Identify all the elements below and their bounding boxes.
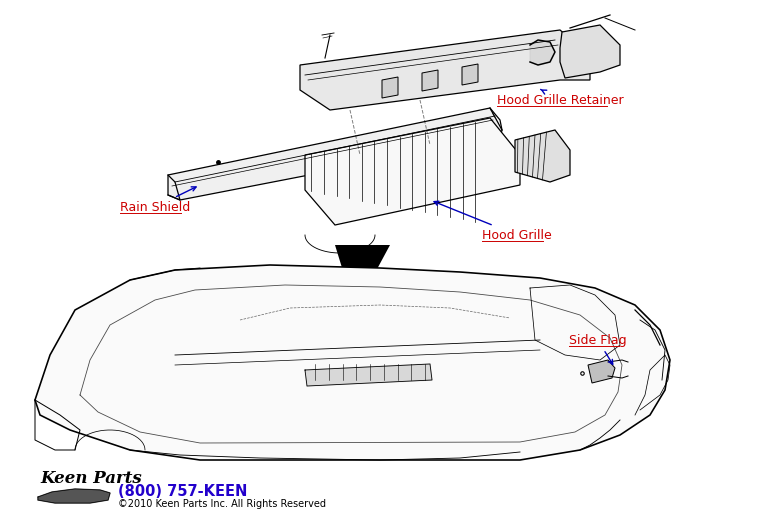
Text: Hood Grille Retainer: Hood Grille Retainer [497, 90, 624, 107]
Polygon shape [560, 25, 620, 78]
Polygon shape [462, 64, 478, 85]
Polygon shape [35, 265, 670, 460]
Text: ©2010 Keen Parts Inc. All Rights Reserved: ©2010 Keen Parts Inc. All Rights Reserve… [118, 499, 326, 509]
Polygon shape [305, 118, 520, 225]
Polygon shape [588, 360, 615, 383]
Text: Hood Grille: Hood Grille [434, 201, 552, 241]
Polygon shape [530, 40, 555, 65]
Text: Keen Parts: Keen Parts [40, 470, 142, 487]
Text: (800) 757-KEEN: (800) 757-KEEN [118, 484, 247, 499]
Text: Side Flag: Side Flag [569, 334, 627, 364]
Polygon shape [300, 30, 590, 110]
Polygon shape [305, 364, 432, 386]
Polygon shape [515, 130, 570, 182]
Polygon shape [422, 70, 438, 91]
Polygon shape [38, 489, 110, 503]
Polygon shape [335, 245, 390, 310]
Polygon shape [168, 108, 502, 200]
Text: Rain Shield: Rain Shield [120, 187, 196, 213]
Polygon shape [382, 77, 398, 98]
